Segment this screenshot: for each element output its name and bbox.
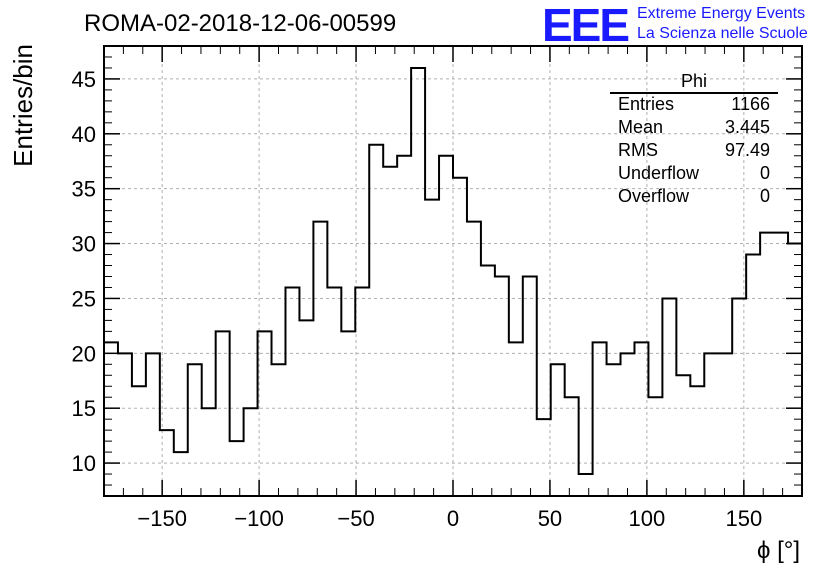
x-tick-label: 100 <box>629 506 666 531</box>
stats-value: 0 <box>759 186 770 206</box>
x-tick-label: 150 <box>725 506 762 531</box>
stats-title: Phi <box>680 71 707 91</box>
logo-line-2: La Scienza nelle Scuole <box>637 25 808 42</box>
tick-labels: 10 15 20 25 30 35 40 45 −150 −100 −50 0 50 100 150 <box>72 67 763 531</box>
x-axis-label: ϕ [°] <box>757 537 800 564</box>
x-tick-label: −100 <box>234 506 284 531</box>
stats-divider <box>610 92 778 94</box>
stats-label: Entries <box>618 94 675 114</box>
stats-row-underflow: Underflow 0 <box>618 163 770 185</box>
stats-label: Underflow <box>618 163 700 183</box>
stats-value: 1166 <box>731 94 770 114</box>
stats-label: Overflow <box>618 186 690 206</box>
y-axis-label: Entries/bin <box>8 44 38 167</box>
stats-row-entries: Entries 1166 <box>618 94 770 116</box>
stats-row-mean: Mean 3.445 <box>618 117 770 139</box>
eee-logo: EEE <box>542 0 630 51</box>
stats-label: RMS <box>618 140 658 160</box>
stats-value: 0 <box>759 163 770 183</box>
stats-row-rms: RMS 97.49 <box>618 140 770 162</box>
x-tick-label: −150 <box>137 506 187 531</box>
y-tick-label: 10 <box>72 451 96 476</box>
stats-value: 97.49 <box>724 140 770 160</box>
histogram-outline <box>104 66 802 476</box>
logo-line-1: Extreme Energy Events <box>637 5 806 22</box>
x-tick-label: 0 <box>447 506 459 531</box>
y-tick-label: 15 <box>72 396 96 421</box>
y-tick-label: 35 <box>72 177 96 202</box>
y-tick-label: 45 <box>72 67 96 92</box>
grid-lines <box>104 46 802 496</box>
y-tick-label: 20 <box>72 341 96 366</box>
axis-ticks <box>104 45 802 497</box>
y-tick-label: 30 <box>72 232 96 257</box>
plot-frame <box>103 45 803 497</box>
y-tick-label: 40 <box>72 122 96 147</box>
chart-title: ROMA-02-2018-12-06-00599 <box>84 10 397 37</box>
y-tick-label: 25 <box>72 286 96 311</box>
stats-row-overflow: Overflow 0 <box>618 186 770 208</box>
stats-value: 3.445 <box>724 117 770 137</box>
x-tick-label: 50 <box>538 506 562 531</box>
stats-label: Mean <box>618 117 664 137</box>
x-tick-label: −50 <box>337 506 374 531</box>
